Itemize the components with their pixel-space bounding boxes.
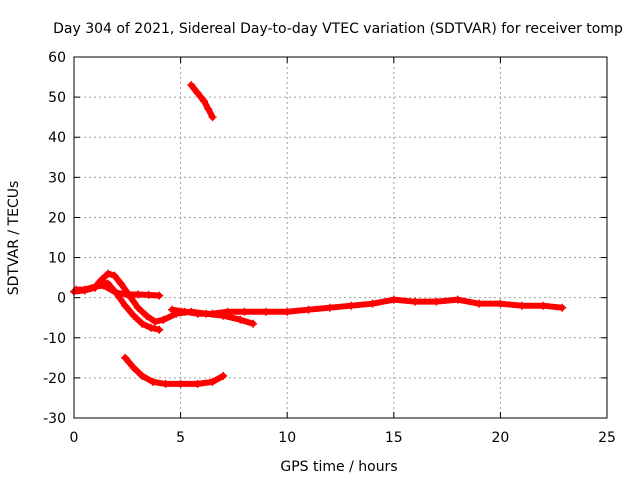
data-point	[104, 279, 113, 288]
x-tick-label: 5	[176, 430, 185, 446]
data-point	[193, 309, 202, 318]
data-point	[155, 325, 164, 334]
plot-area	[70, 81, 567, 388]
series-track-1	[70, 269, 258, 328]
data-point	[208, 377, 217, 386]
series-track-4	[168, 295, 567, 318]
data-point	[517, 301, 526, 310]
data-point	[112, 289, 121, 298]
data-point	[187, 81, 196, 90]
series-track-5	[187, 81, 217, 122]
data-point	[95, 277, 104, 286]
x-axis-label: GPS time / hours	[280, 459, 397, 475]
data-point	[304, 305, 313, 314]
data-point	[208, 113, 217, 122]
x-tick-label: 25	[598, 430, 616, 446]
y-tick-label: 40	[48, 130, 66, 146]
series-track-3	[95, 277, 164, 334]
data-point	[121, 353, 130, 362]
data-point	[121, 301, 130, 310]
x-tick-label: 10	[278, 430, 296, 446]
data-point	[129, 311, 138, 320]
data-point	[325, 303, 334, 312]
data-point	[283, 307, 292, 316]
data-point	[91, 282, 100, 291]
data-point	[389, 295, 398, 304]
data-point	[129, 363, 138, 372]
data-point	[142, 311, 151, 320]
data-point	[261, 307, 270, 316]
y-tick-label: 10	[48, 251, 66, 267]
data-point	[80, 285, 89, 294]
data-point	[144, 290, 153, 299]
axes-frame	[73, 56, 608, 419]
ticks: 0 5 10 15 20 25 -30 -20 -10 0 10 20 30 40 50 60	[43, 50, 616, 446]
y-tick-label: -30	[43, 411, 66, 427]
data-point	[539, 301, 548, 310]
data-point	[133, 303, 142, 312]
data-point	[432, 297, 441, 306]
data-point	[347, 301, 356, 310]
data-point	[110, 271, 119, 280]
data-point	[208, 309, 217, 318]
y-tick-label: 60	[48, 50, 66, 66]
y-axis-label: SDTVAR / TECUs	[6, 181, 22, 296]
data-point	[219, 371, 228, 380]
data-point	[204, 105, 213, 114]
y-tick-label: 20	[48, 210, 66, 226]
data-point	[104, 269, 113, 278]
data-point	[200, 97, 209, 106]
data-point	[161, 379, 170, 388]
data-point	[453, 295, 462, 304]
data-point	[155, 291, 164, 300]
data-point	[133, 290, 142, 299]
y-tick-label: 30	[48, 170, 66, 186]
x-tick-label: 15	[385, 430, 403, 446]
data-point	[475, 299, 484, 308]
data-point	[148, 377, 157, 386]
data-point	[240, 307, 249, 316]
x-tick-label: 0	[70, 430, 79, 446]
data-point	[411, 297, 420, 306]
data-point	[151, 317, 160, 326]
data-point	[496, 299, 505, 308]
y-tick-label: 50	[48, 90, 66, 106]
data-point	[138, 371, 147, 380]
data-point	[116, 279, 125, 288]
series-line	[122, 354, 227, 387]
chart-title: Day 304 of 2021, Sidereal Day-to-day VTE…	[53, 21, 623, 37]
data-point	[249, 319, 258, 328]
data-point	[159, 315, 168, 324]
y-tick-label: 0	[57, 291, 66, 307]
data-point	[168, 305, 177, 314]
y-tick-label: -20	[43, 371, 66, 387]
data-point	[193, 379, 202, 388]
data-point	[368, 299, 377, 308]
data-point	[146, 323, 155, 332]
data-point	[72, 285, 81, 294]
grid	[74, 57, 607, 418]
data-point	[558, 303, 567, 312]
x-tick-label: 20	[491, 430, 509, 446]
data-point	[223, 307, 232, 316]
data-point	[138, 319, 147, 328]
y-tick-label: -10	[43, 331, 66, 347]
data-point	[123, 290, 132, 299]
data-point	[176, 379, 185, 388]
data-point	[236, 315, 245, 324]
data-point	[193, 89, 202, 98]
series-track-6	[121, 353, 228, 388]
data-point	[180, 307, 189, 316]
